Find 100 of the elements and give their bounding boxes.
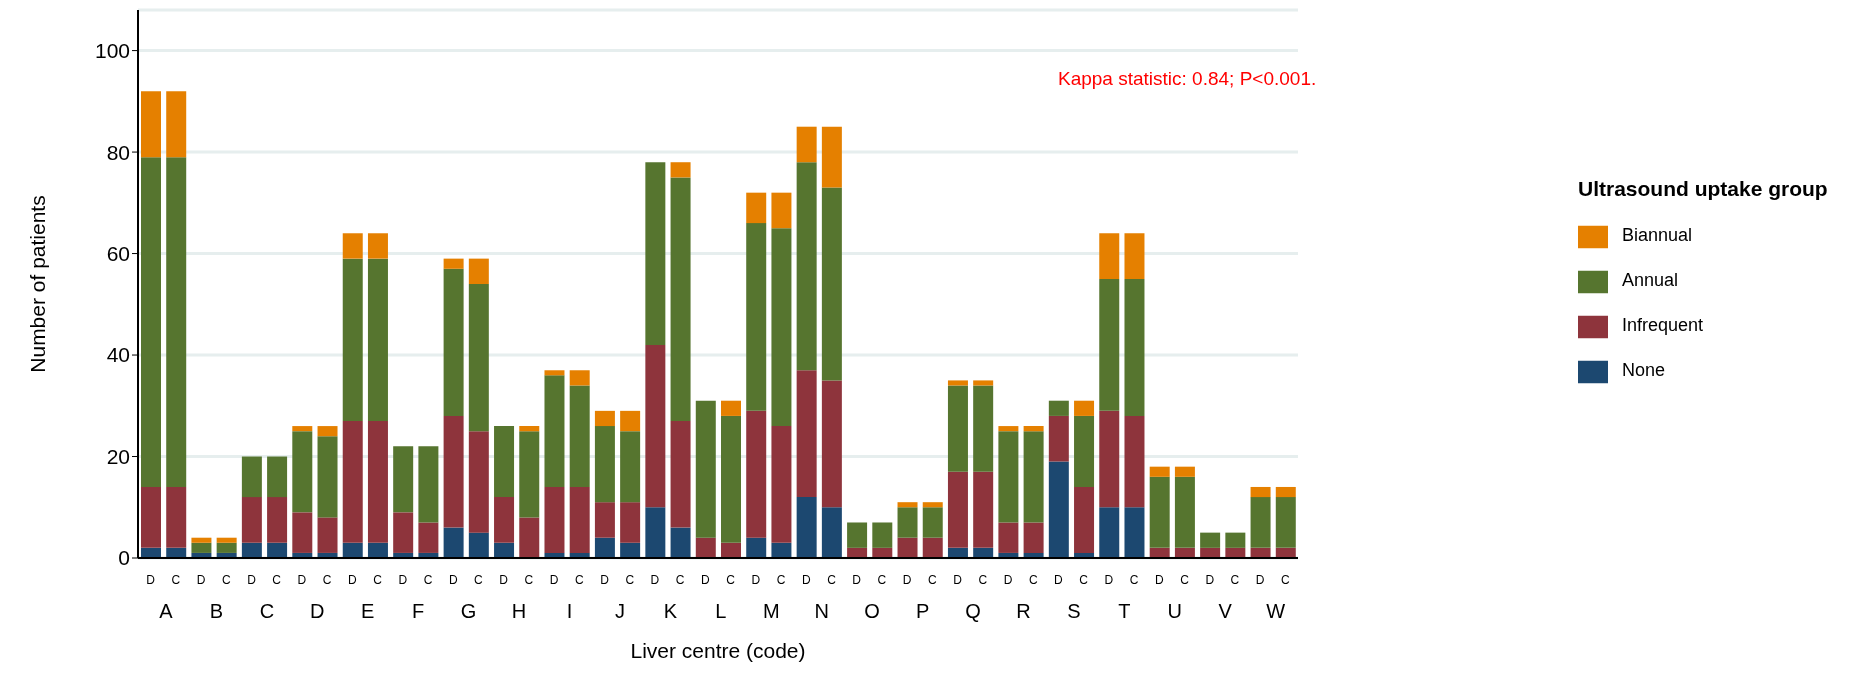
text: P (915, 600, 930, 622)
bar (620, 502, 641, 543)
bar (292, 426, 313, 432)
x-tick-label: D (398, 573, 408, 587)
bar (141, 91, 161, 158)
bar (1174, 476, 1195, 548)
bar (998, 431, 1019, 523)
x-tick-label: C (1028, 573, 1038, 587)
y-tick-label: 20 (106, 444, 130, 468)
bar (721, 542, 741, 558)
text: W (1266, 600, 1286, 622)
x-tick-label: C (1079, 573, 1089, 587)
bar (796, 126, 817, 163)
bar (746, 537, 767, 558)
bar (317, 436, 338, 518)
bar (670, 527, 691, 558)
text: B (209, 600, 224, 622)
bar (746, 192, 767, 224)
bar (342, 258, 363, 421)
bar (721, 415, 741, 543)
bar (1099, 507, 1120, 558)
bar (620, 542, 641, 558)
bar (166, 157, 187, 487)
bar (796, 370, 817, 498)
x-tick-label: D (448, 573, 458, 587)
bar (216, 537, 237, 543)
bar (1124, 415, 1145, 508)
x-tick-label: C (221, 573, 231, 587)
bar (1275, 497, 1296, 548)
bar (1048, 400, 1069, 416)
bar (821, 507, 842, 558)
bar (695, 537, 716, 558)
annotation: Kappa statistic: 0.84; P<0.001. (1058, 68, 1317, 90)
legend-label: Biannual (1622, 225, 1693, 245)
x-tick-label: D (1054, 573, 1064, 587)
x-tick-label: C (675, 573, 685, 587)
x-tick-label: D (146, 573, 156, 587)
bar (544, 370, 565, 376)
bar (645, 507, 666, 558)
bar (1250, 486, 1271, 498)
bar (393, 512, 414, 553)
x-tick-label: D (549, 573, 559, 587)
x-tick-label: C (1129, 573, 1139, 587)
bar (1275, 486, 1296, 498)
x-axis-title: Liver centre (code) (630, 639, 806, 662)
bar (443, 415, 464, 528)
bar (1225, 532, 1246, 548)
bar (620, 431, 641, 503)
bar (973, 380, 994, 386)
bar (998, 426, 1019, 432)
bar (771, 192, 792, 229)
bar (695, 400, 716, 538)
bar (796, 162, 817, 371)
bar (721, 400, 741, 416)
bar (821, 380, 842, 508)
bar (922, 502, 943, 508)
bar (166, 486, 187, 548)
bar (468, 431, 489, 533)
x-tick-label: C (474, 573, 484, 587)
text: Q (965, 600, 981, 622)
bar (569, 486, 590, 553)
bar (342, 233, 363, 259)
bar (973, 385, 994, 472)
bar (670, 177, 691, 421)
x-tick-label: D (902, 573, 912, 587)
bar (594, 502, 615, 538)
x-tick-label: C (272, 573, 282, 587)
bar (771, 228, 792, 427)
x-tick-label: C (625, 573, 635, 587)
bar (847, 522, 868, 548)
x-tick-label: C (726, 573, 736, 587)
bar (746, 410, 767, 538)
x-tick-label: D (1003, 573, 1013, 587)
bar (1048, 461, 1069, 558)
text: C (259, 600, 275, 622)
bar (443, 527, 464, 558)
bar (468, 258, 489, 284)
text: A (159, 600, 174, 622)
bar (1124, 278, 1145, 416)
bar (1200, 532, 1221, 548)
bar (292, 431, 313, 513)
bar (746, 223, 767, 411)
bar (998, 522, 1019, 553)
bar (1174, 466, 1195, 477)
bar (973, 471, 994, 548)
bar (544, 375, 565, 487)
text: D (310, 600, 325, 622)
x-tick-label: C (776, 573, 786, 587)
legend-title: Ultrasound uptake group (1578, 177, 1828, 200)
bar (418, 446, 439, 523)
bar (544, 486, 565, 553)
text: R (1016, 600, 1031, 622)
bar (1074, 400, 1095, 416)
x-tick-label: C (1281, 573, 1291, 587)
x-tick-label: D (953, 573, 963, 587)
text: H (511, 600, 527, 622)
bar (267, 497, 288, 543)
bar (1048, 415, 1069, 462)
bar (367, 258, 388, 421)
bar (519, 517, 540, 558)
